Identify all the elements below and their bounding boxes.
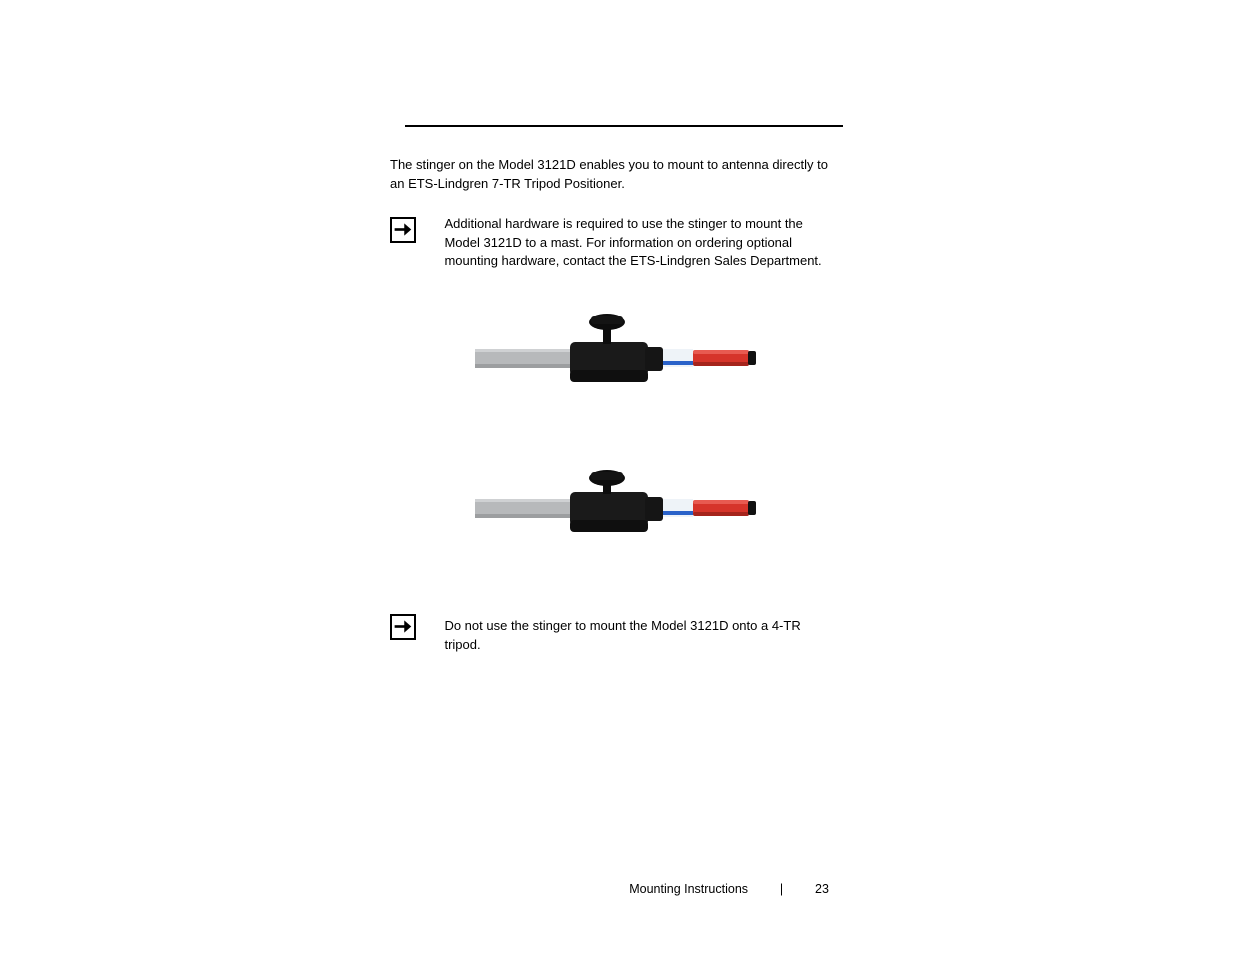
- note-2-text: Do not use the stinger to mount the Mode…: [444, 617, 839, 654]
- page-footer: Mounting Instructions | 23: [390, 882, 845, 896]
- figure-stinger-assembly-2: [475, 465, 757, 540]
- footer-separator: |: [752, 882, 812, 896]
- arrow-right-icon: [390, 614, 416, 640]
- note-1: Additional hardware is required to use t…: [390, 215, 845, 271]
- note-1-text: Additional hardware is required to use t…: [444, 215, 839, 271]
- footer-title: Mounting Instructions: [629, 882, 748, 896]
- figure-stinger-assembly-1: [475, 312, 757, 392]
- note-2: Do not use the stinger to mount the Mode…: [390, 612, 845, 654]
- arrow-right-icon: [390, 217, 416, 243]
- section-rule: [405, 125, 843, 127]
- footer-page-number: 23: [815, 882, 845, 896]
- intro-paragraph: The stinger on the Model 3121D enables y…: [390, 156, 840, 193]
